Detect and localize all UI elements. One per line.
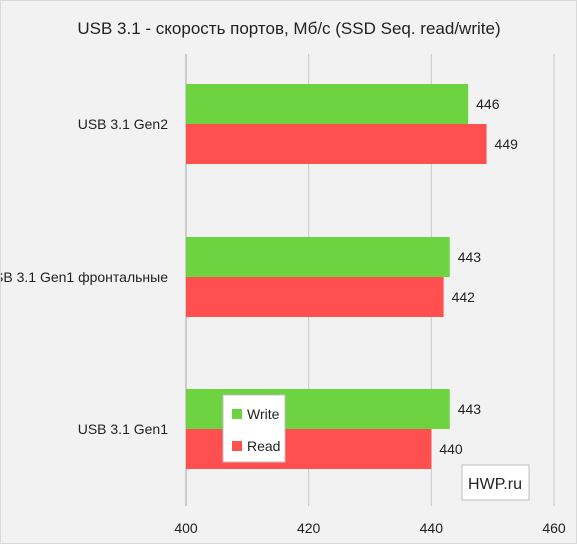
data-label: 443: [458, 401, 482, 417]
data-label: 442: [452, 289, 476, 305]
category-label: USB 3.1 Gen2: [78, 116, 168, 132]
bar-read: [186, 124, 487, 164]
bar-write: [186, 237, 450, 277]
legend: Write Read: [222, 394, 286, 463]
legend-swatch-write: [232, 409, 242, 419]
x-axis-ticks: 400 420 440 460: [174, 520, 566, 536]
category-label: USB 3.1 Gen1: [78, 421, 168, 437]
x-tick-label: 420: [297, 520, 321, 536]
x-tick-label: 440: [420, 520, 444, 536]
category-labels: USB 3.1 Gen2 USB 3.1 Gen1 фронтальные USB …: [1, 116, 168, 437]
category-label: USB 3.1 Gen1 фронтальные: [1, 269, 168, 285]
legend-swatch-read: [232, 441, 242, 451]
x-tick-label: 460: [542, 520, 566, 536]
legend-label-write: Write: [247, 406, 280, 422]
chart-title: USB 3.1 - скорость портов, Мб/с (SSD Seq…: [77, 19, 500, 38]
data-labels: 446 449 443 442 443 440: [439, 96, 518, 457]
legend-label-read: Read: [247, 438, 280, 454]
data-label: 449: [495, 136, 519, 152]
watermark-box: [461, 464, 530, 501]
x-tick-label: 400: [174, 520, 198, 536]
bar-read: [186, 277, 444, 317]
data-label: 440: [439, 441, 463, 457]
watermark-text: HWP.ru: [468, 476, 522, 493]
data-label: 446: [476, 96, 500, 112]
bar-write: [186, 84, 469, 124]
data-label: 443: [458, 249, 482, 265]
watermark: HWP.ru: [461, 464, 530, 501]
